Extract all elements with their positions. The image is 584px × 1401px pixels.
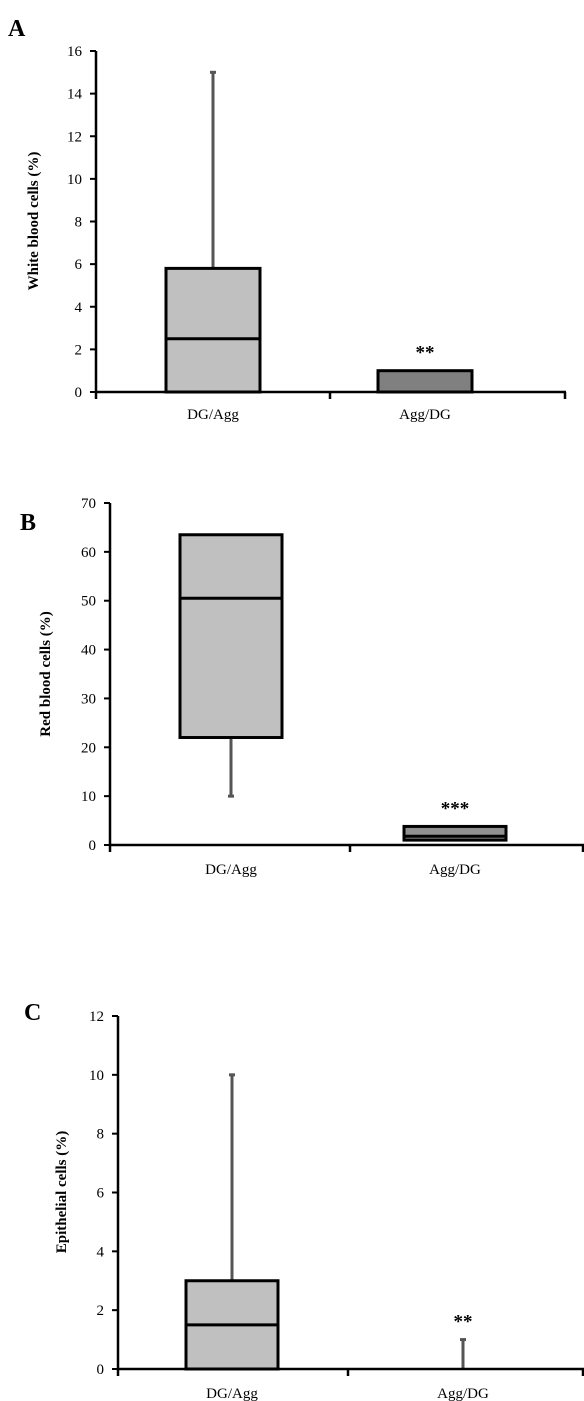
y-tick-label: 6 (97, 1186, 105, 1202)
y-tick-label: 8 (97, 1127, 105, 1143)
panel-label: A (8, 16, 26, 42)
x-category-label: Agg/DG (429, 862, 481, 878)
y-tick-label: 20 (81, 740, 96, 756)
y-tick-label: 10 (67, 172, 82, 188)
x-category-label: Agg/DG (437, 1386, 489, 1401)
box-body (376, 369, 474, 394)
y-axis-title: Epithelial cells (%) (54, 1131, 70, 1254)
chart-panel-c: C 0 2 4 6 8 10 12 Epithelial cells (%) ** DG/Agg Ag… (24, 1000, 584, 1401)
y-tick-label: 0 (89, 838, 97, 854)
y-axis-title: White blood cells (%) (26, 152, 42, 291)
y-tick-label: 4 (75, 300, 83, 316)
panel-label: C (24, 1000, 41, 1026)
y-tick-label: 40 (81, 643, 96, 659)
box-agg-dg: *** (402, 798, 508, 842)
y-tick-label: 8 (75, 215, 83, 231)
box-body (164, 266, 262, 394)
y-tick-label: 16 (67, 44, 83, 60)
y-tick-label: 2 (97, 1303, 105, 1319)
box-body (178, 533, 284, 740)
significance-marker: ** (454, 1312, 473, 1333)
x-category-label: Agg/DG (399, 407, 451, 423)
y-tick-label: 60 (81, 545, 96, 561)
x-category-label: DG/Agg (187, 407, 239, 423)
box-dg-agg (178, 533, 284, 798)
significance-marker: ** (416, 343, 435, 364)
y-tick-label: 0 (97, 1362, 105, 1378)
y-tick-label: 12 (89, 1009, 104, 1025)
box-agg-dg: ** (454, 1312, 473, 1369)
chart-panel-b: B 0 10 20 30 40 50 60 70 Red blood cells (%) *** DG… (20, 496, 584, 878)
x-category-label: DG/Agg (205, 862, 257, 878)
significance-marker: *** (441, 798, 470, 819)
y-tick-label: 70 (81, 496, 96, 512)
y-tick-label: 10 (89, 1068, 104, 1084)
y-tick-label: 12 (67, 129, 82, 145)
y-tick-label: 4 (97, 1244, 105, 1260)
box-dg-agg (164, 70, 262, 394)
chart-panel-a: A 0 2 4 6 8 10 12 14 16 White blood cells (%) ** DG/… (8, 16, 567, 423)
box-body (402, 824, 508, 842)
y-axis-title: Red blood cells (%) (38, 611, 54, 736)
x-category-label: DG/Agg (206, 1386, 258, 1401)
y-tick-label: 2 (75, 342, 83, 358)
panel-label: B (20, 510, 36, 536)
box-agg-dg: ** (376, 343, 474, 394)
y-tick-label: 0 (75, 385, 83, 401)
y-tick-label: 14 (67, 87, 83, 103)
y-tick-label: 6 (75, 257, 83, 273)
box-dg-agg (184, 1073, 280, 1371)
y-tick-label: 10 (81, 789, 96, 805)
y-tick-label: 30 (81, 691, 96, 707)
y-tick-label: 50 (81, 594, 96, 610)
